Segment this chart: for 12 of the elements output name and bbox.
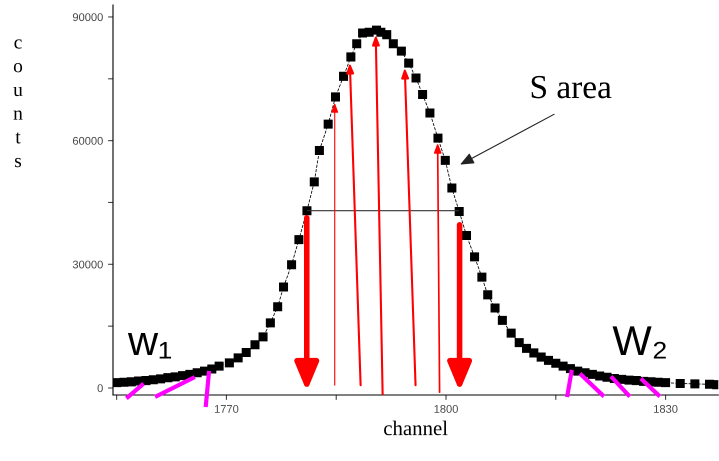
annotation: w₁ xyxy=(128,332,172,359)
x-axis-title: channel xyxy=(384,420,448,436)
x-tick-label: 1830 xyxy=(654,405,678,413)
y-tick-label: 90000 xyxy=(72,13,103,22)
x-tick-label: 1800 xyxy=(434,405,458,413)
y-tick-label: 60000 xyxy=(72,136,103,145)
annotation: W₂ xyxy=(612,326,666,359)
y-axis-title: counts xyxy=(13,39,23,168)
y-tick-label: 0 xyxy=(98,384,103,392)
annotation: S area xyxy=(532,76,612,98)
y-tick-label: 30000 xyxy=(72,260,103,268)
x-tick-label: 1770 xyxy=(214,405,238,413)
